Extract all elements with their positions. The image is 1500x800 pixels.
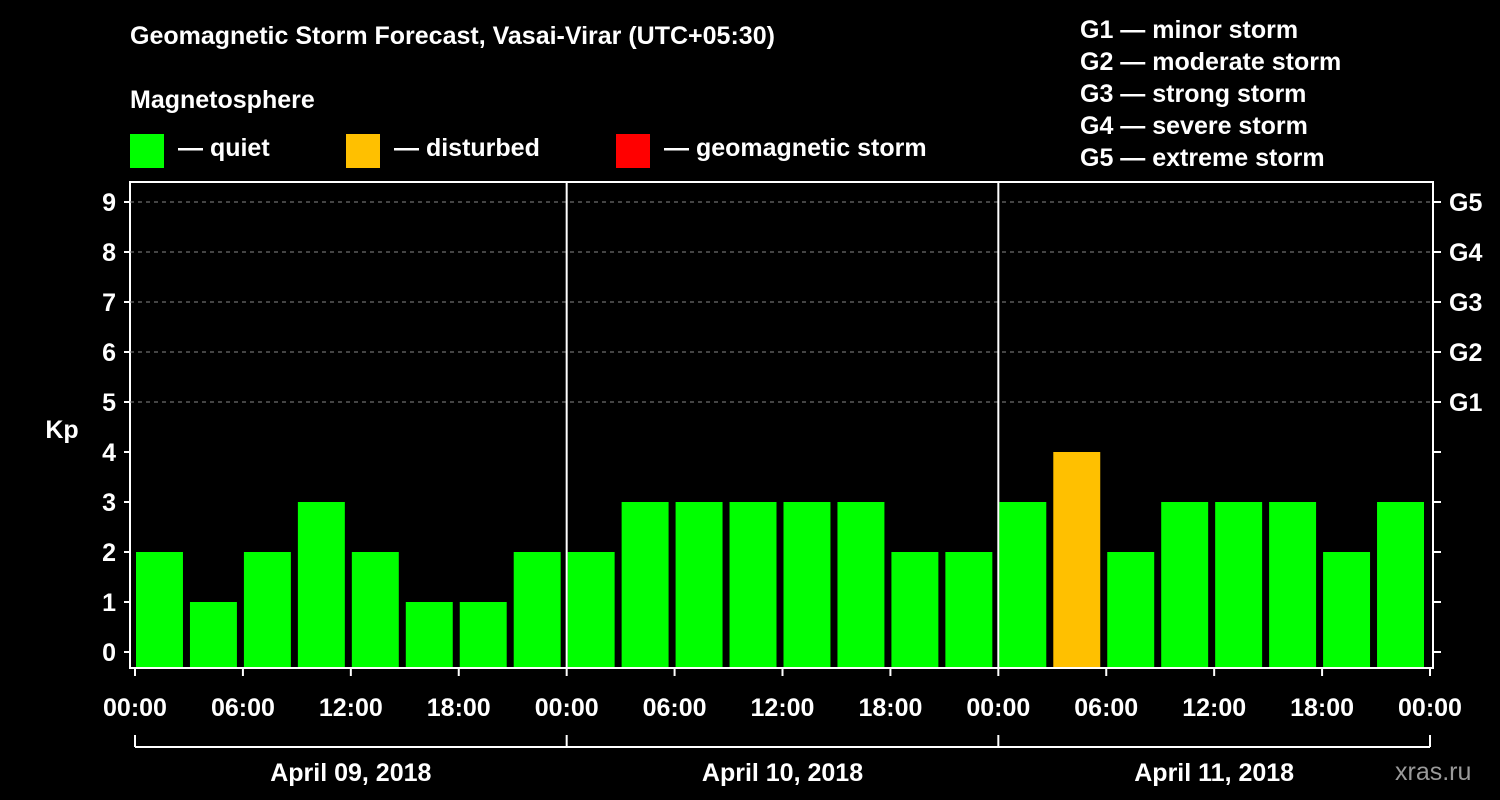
kp-bar-5 xyxy=(405,602,453,667)
y-tick-label-9: 9 xyxy=(102,189,116,217)
x-tick-label-10: 12:00 xyxy=(1182,694,1246,722)
right-axis-label-G2: G2 xyxy=(1449,339,1482,367)
x-tick-label-5: 06:00 xyxy=(643,694,707,722)
x-tick-label-0: 00:00 xyxy=(103,694,167,722)
kp-bar-9 xyxy=(621,502,669,667)
kp-bar-19 xyxy=(1161,502,1209,667)
storm-level-list: G1 — minor storm G2 — moderate storm G3 … xyxy=(1080,14,1341,174)
legend-swatch-storm xyxy=(616,134,650,168)
kp-bar-21 xyxy=(1269,502,1317,667)
magnetosphere-title: Magnetosphere xyxy=(130,86,315,114)
kp-bar-18 xyxy=(1107,552,1155,667)
y-tick-label-1: 1 xyxy=(102,589,116,617)
kp-bar-22 xyxy=(1323,552,1371,667)
legend-label-quiet: — quiet xyxy=(178,134,270,162)
storm-level-g4: G4 — severe storm xyxy=(1080,112,1308,140)
x-tick-label-4: 00:00 xyxy=(535,694,599,722)
kp-bar-16 xyxy=(999,502,1047,667)
kp-bar-0 xyxy=(136,552,183,667)
kp-bar-11 xyxy=(729,502,777,667)
kp-bar-14 xyxy=(891,552,939,667)
right-axis-label-G1: G1 xyxy=(1449,389,1482,417)
brand-watermark: xras.ru xyxy=(1395,758,1472,786)
right-axis-label-G4: G4 xyxy=(1449,239,1482,267)
y-tick-label-4: 4 xyxy=(102,439,116,467)
legend-swatch-disturbed xyxy=(346,134,380,168)
y-tick-label-6: 6 xyxy=(102,339,116,367)
date-label-2: April 11, 2018 xyxy=(1134,759,1294,787)
kp-bar-1 xyxy=(189,602,237,667)
legend-label-disturbed: — disturbed xyxy=(394,134,540,162)
kp-bar-20 xyxy=(1215,502,1263,667)
x-tick-label-2: 12:00 xyxy=(319,694,383,722)
storm-level-g3: G3 — strong storm xyxy=(1080,80,1307,108)
legend-swatch-quiet xyxy=(130,134,164,168)
kp-bar-13 xyxy=(837,502,885,667)
right-axis-label-G5: G5 xyxy=(1449,189,1482,217)
y-tick-label-2: 2 xyxy=(102,539,116,567)
y-tick-label-8: 8 xyxy=(102,239,116,267)
x-tick-label-12: 00:00 xyxy=(1398,694,1462,722)
date-label-0: April 09, 2018 xyxy=(270,759,431,787)
x-tick-label-7: 18:00 xyxy=(858,694,922,722)
chart-title: Geomagnetic Storm Forecast, Vasai-Virar … xyxy=(130,22,775,50)
x-tick-label-1: 06:00 xyxy=(211,694,275,722)
y-tick-label-7: 7 xyxy=(102,289,116,317)
kp-bar-7 xyxy=(513,552,561,667)
kp-bar-8 xyxy=(567,552,615,667)
right-axis-label-G3: G3 xyxy=(1449,289,1482,317)
kp-bar-17 xyxy=(1053,452,1101,667)
kp-bar-6 xyxy=(459,602,507,667)
legend-label-storm: — geomagnetic storm xyxy=(664,134,927,162)
kp-bar-4 xyxy=(351,552,399,667)
kp-bar-12 xyxy=(783,502,831,667)
kp-bar-3 xyxy=(297,502,345,667)
date-label-1: April 10, 2018 xyxy=(702,759,863,787)
kp-bar-2 xyxy=(243,552,291,667)
x-tick-label-9: 06:00 xyxy=(1074,694,1138,722)
kp-bar-10 xyxy=(675,502,723,667)
x-tick-label-11: 18:00 xyxy=(1290,694,1354,722)
kp-bar-15 xyxy=(945,552,993,667)
kp-bar-23 xyxy=(1377,502,1424,667)
y-tick-label-5: 5 xyxy=(102,389,116,417)
storm-level-g1: G1 — minor storm xyxy=(1080,16,1299,44)
x-tick-label-6: 12:00 xyxy=(751,694,815,722)
y-axis-label: Kp xyxy=(45,416,78,444)
storm-level-g5: G5 — extreme storm xyxy=(1080,144,1325,172)
x-tick-label-3: 18:00 xyxy=(427,694,491,722)
storm-level-g2: G2 — moderate storm xyxy=(1080,48,1342,76)
x-tick-label-8: 00:00 xyxy=(966,694,1030,722)
y-tick-label-3: 3 xyxy=(102,489,116,517)
y-tick-label-0: 0 xyxy=(102,639,116,667)
